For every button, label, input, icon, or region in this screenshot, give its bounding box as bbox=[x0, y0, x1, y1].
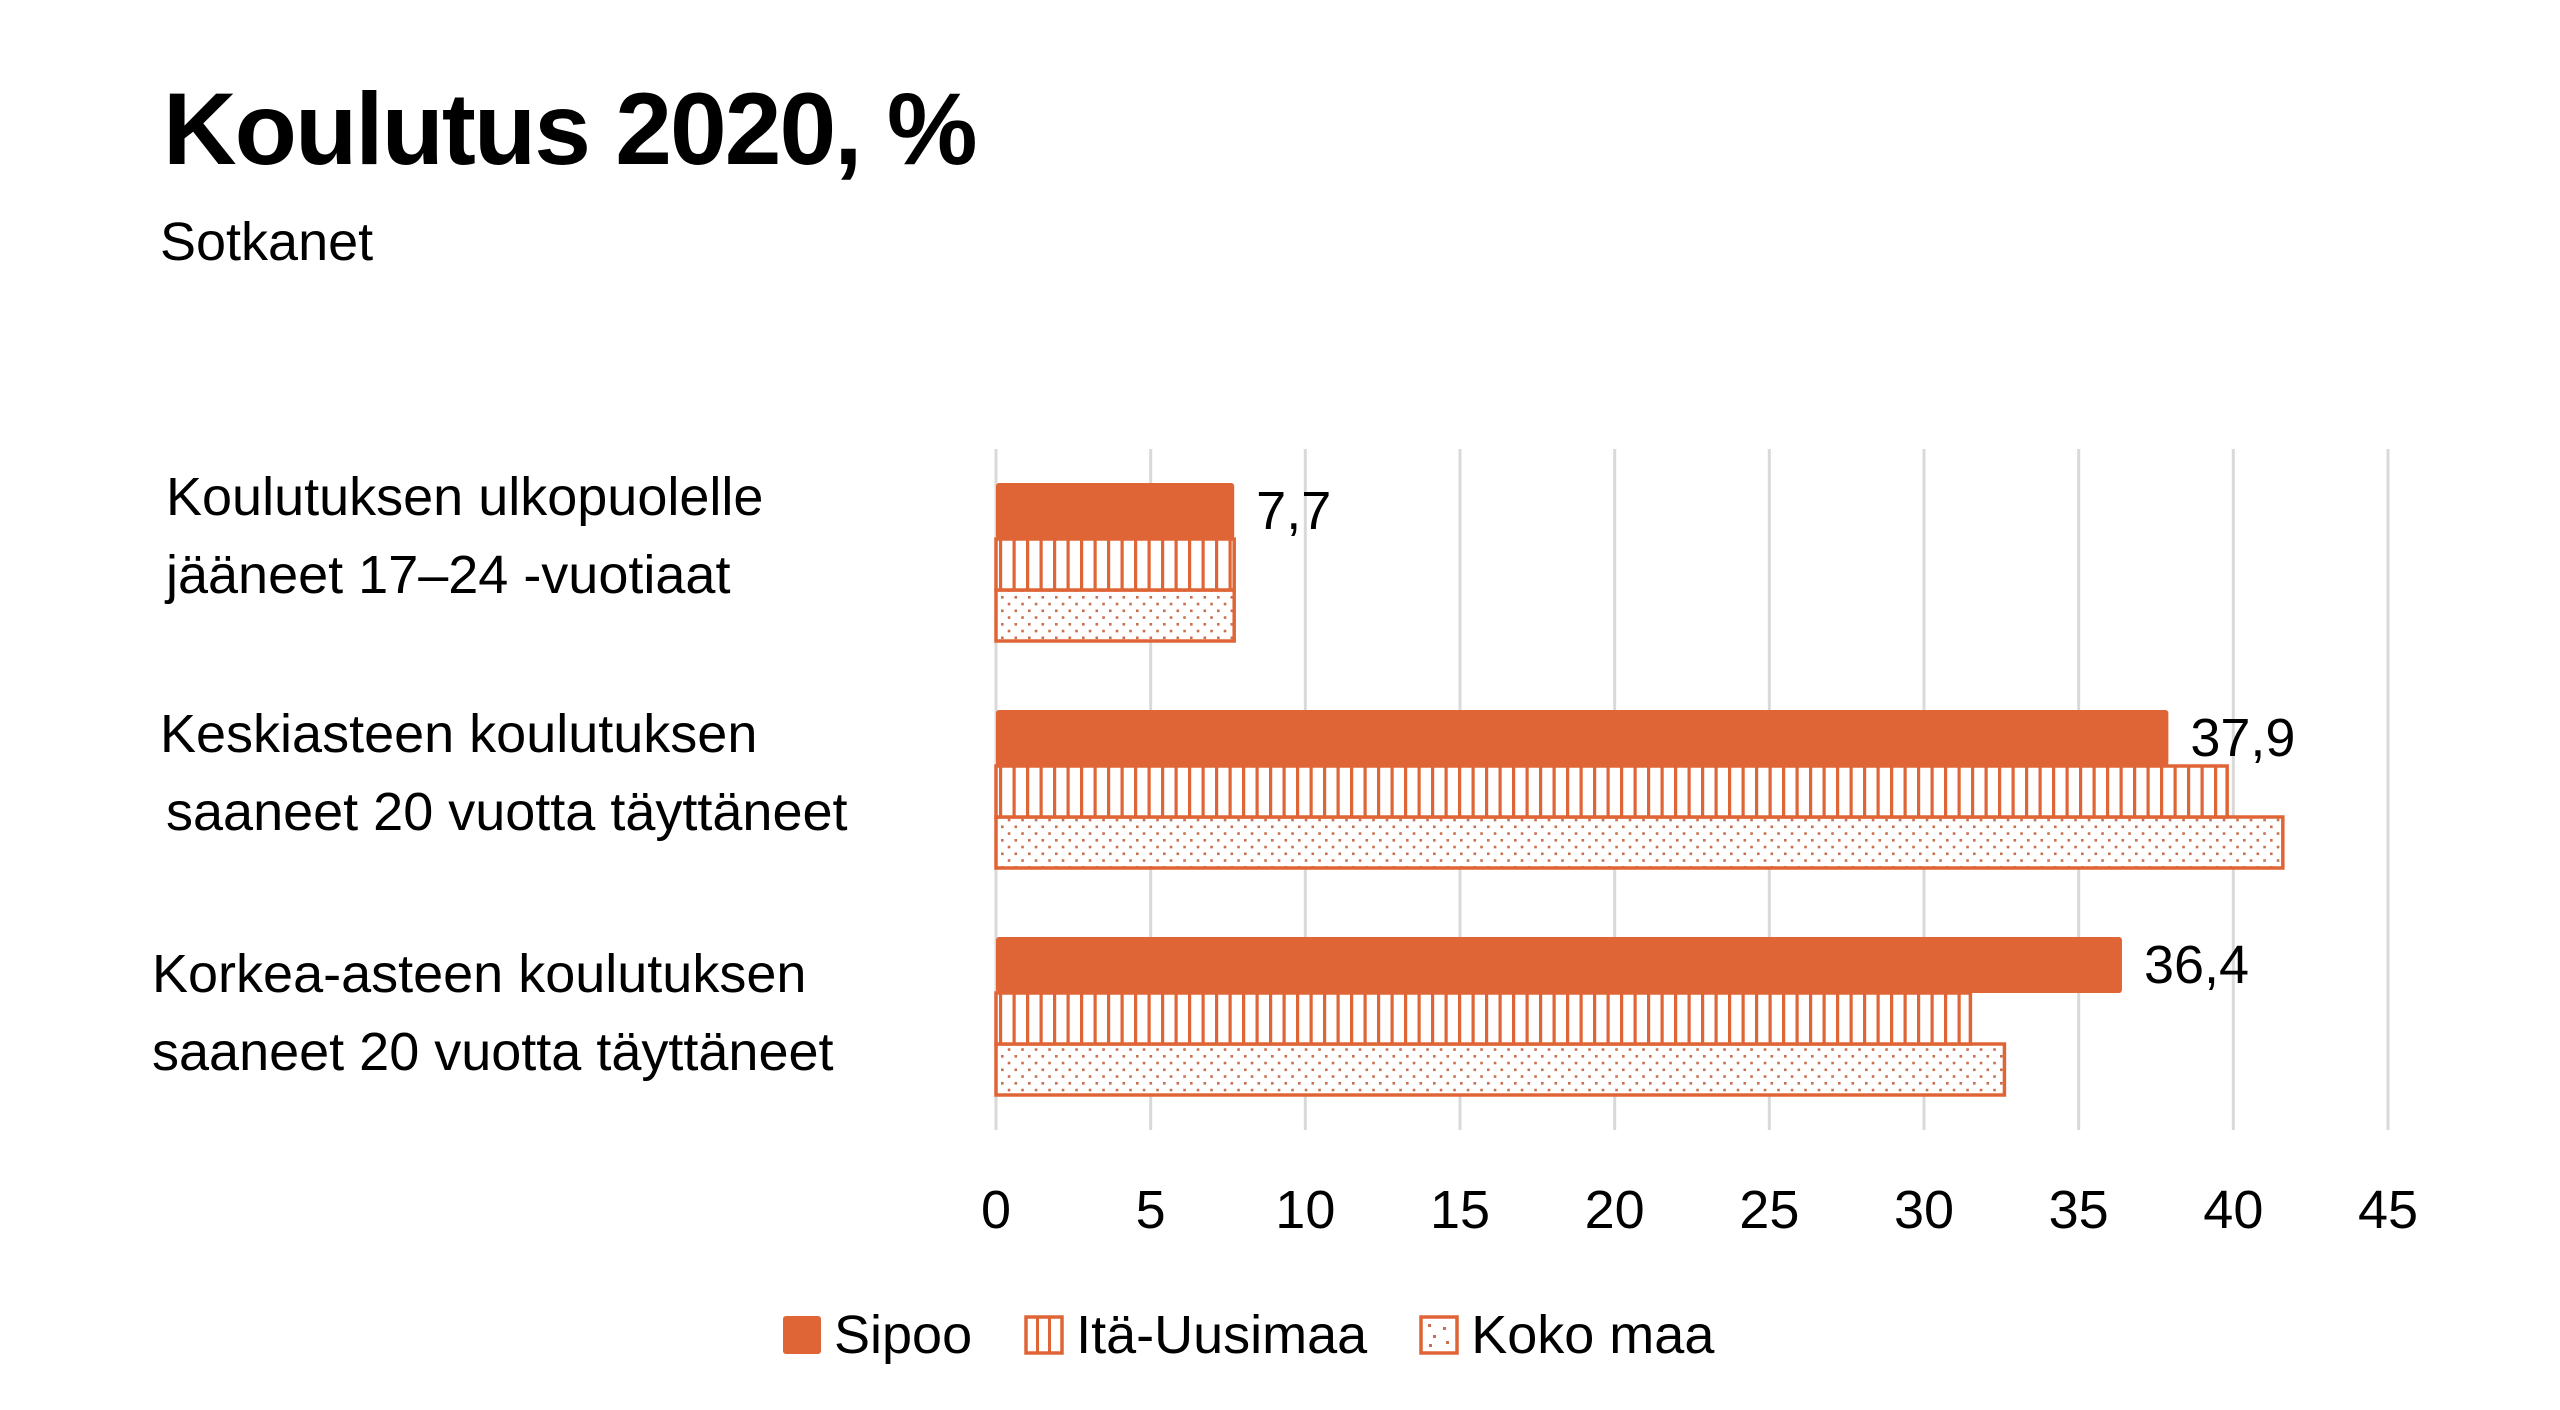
x-tick-label: 40 bbox=[2203, 1180, 2263, 1240]
category-label-1: Keskiasteen koulutuksen saaneet 20 vuott… bbox=[160, 695, 848, 851]
chart-subtitle: Sotkanet bbox=[160, 212, 374, 272]
bar-it-uusimaa-0 bbox=[994, 537, 1236, 592]
x-tick-label: 20 bbox=[1585, 1180, 1645, 1240]
bar-koko-maa-0 bbox=[994, 588, 1236, 643]
category-label-0-line-1: Koulutuksen ulkopuolelle bbox=[166, 467, 764, 527]
legend-item-koko-maa: Koko maa bbox=[1419, 1308, 1714, 1362]
legend-item-ita-uusimaa: Itä-Uusimaa bbox=[1024, 1308, 1367, 1362]
category-label-2: Korkea-asteen koulutuksen saaneet 20 vuo… bbox=[152, 935, 834, 1091]
x-tick-label: 35 bbox=[2049, 1180, 2109, 1240]
data-label: 37,9 bbox=[2190, 708, 2295, 768]
bar-koko-maa-2 bbox=[994, 1042, 2007, 1097]
bar-sipoo-1 bbox=[996, 710, 2169, 766]
legend-swatch-solid-icon bbox=[783, 1316, 821, 1354]
bar-koko-maa-1 bbox=[994, 815, 2285, 870]
category-label-0: Koulutuksen ulkopuolelle jääneet 17–24 -… bbox=[166, 458, 763, 614]
bars bbox=[994, 483, 2285, 1097]
category-label-0-line-2: jääneet 17–24 -vuotiaat bbox=[166, 545, 731, 605]
category-label-1-line-1: Keskiasteen koulutuksen bbox=[160, 704, 758, 764]
legend-item-sipoo: Sipoo bbox=[782, 1308, 972, 1362]
legend-swatch-vertical-lines-icon bbox=[1024, 1315, 1064, 1355]
x-tick-label: 10 bbox=[1275, 1180, 1335, 1240]
bar-sipoo-2 bbox=[996, 937, 2122, 993]
data-labels: 7,7 37,9 36,4 bbox=[1256, 481, 2295, 995]
bar-it-uusimaa-1 bbox=[994, 764, 2229, 819]
category-label-2-line-2: saaneet 20 vuotta täyttäneet bbox=[152, 1022, 834, 1082]
legend-label-ita-uusimaa: Itä-Uusimaa bbox=[1076, 1305, 1368, 1365]
x-tick-label: 45 bbox=[2358, 1180, 2418, 1240]
x-tick-label: 25 bbox=[1739, 1180, 1799, 1240]
x-tick-label: 30 bbox=[1894, 1180, 1954, 1240]
bar-it-uusimaa-2 bbox=[994, 991, 1973, 1046]
bar-sipoo-0 bbox=[996, 483, 1235, 539]
legend-label-sipoo: Sipoo bbox=[834, 1305, 973, 1365]
legend-label-koko-maa: Koko maa bbox=[1471, 1305, 1715, 1365]
x-tick-label: 5 bbox=[1136, 1180, 1166, 1240]
x-tick-label: 0 bbox=[981, 1180, 1011, 1240]
chart-title: Koulutus 2020, % bbox=[163, 72, 978, 186]
category-label-1-line-2: saaneet 20 vuotta täyttäneet bbox=[166, 782, 848, 842]
category-label-2-line-1: Korkea-asteen koulutuksen bbox=[152, 944, 807, 1004]
legend-swatch-dots-icon bbox=[1419, 1315, 1459, 1355]
x-axis-ticks: 0 5 10 15 20 25 30 35 40 45 bbox=[981, 1180, 2418, 1240]
data-label: 36,4 bbox=[2144, 935, 2249, 995]
data-label: 7,7 bbox=[1256, 481, 1331, 541]
legend: Sipoo Itä-Uusimaa Koko maa bbox=[782, 1300, 1766, 1370]
x-tick-label: 15 bbox=[1430, 1180, 1490, 1240]
